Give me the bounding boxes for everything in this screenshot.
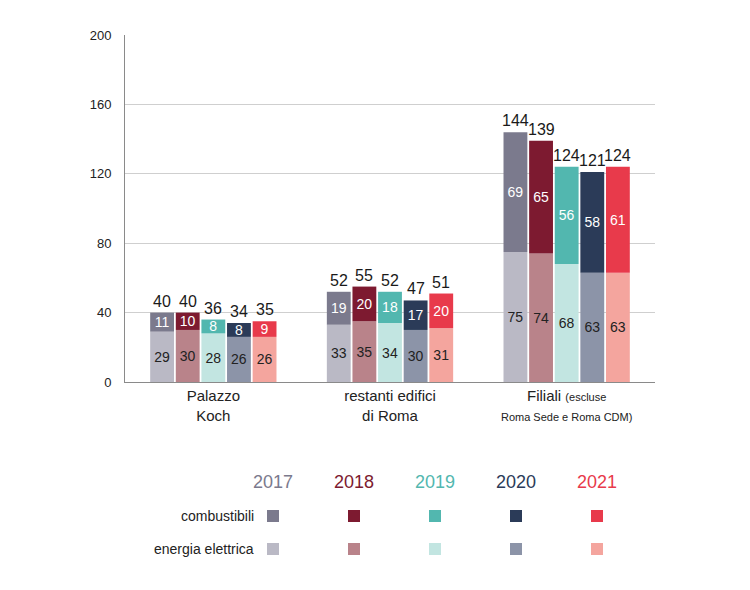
svg-text:47: 47 bbox=[407, 280, 425, 297]
svg-text:restanti edificidi Roma: restanti edificidi Roma bbox=[344, 387, 436, 424]
svg-text:2020: 2020 bbox=[496, 472, 536, 492]
svg-text:30: 30 bbox=[408, 348, 424, 364]
svg-text:11: 11 bbox=[155, 314, 170, 330]
svg-text:33: 33 bbox=[331, 345, 347, 361]
svg-text:29: 29 bbox=[154, 349, 170, 365]
svg-text:30: 30 bbox=[180, 348, 196, 364]
svg-text:28: 28 bbox=[205, 350, 221, 366]
svg-text:26: 26 bbox=[231, 351, 247, 367]
svg-text:35: 35 bbox=[256, 301, 274, 318]
svg-text:40: 40 bbox=[97, 305, 111, 320]
svg-text:200: 200 bbox=[90, 28, 112, 43]
svg-text:160: 160 bbox=[90, 97, 112, 112]
svg-text:63: 63 bbox=[584, 319, 600, 335]
svg-text:52: 52 bbox=[330, 272, 348, 289]
svg-text:65: 65 bbox=[533, 189, 549, 205]
svg-text:69: 69 bbox=[508, 184, 524, 200]
svg-text:63: 63 bbox=[610, 319, 626, 335]
svg-text:68: 68 bbox=[559, 315, 575, 331]
svg-text:56: 56 bbox=[559, 207, 575, 223]
svg-text:energia elettrica: energia elettrica bbox=[154, 541, 254, 557]
svg-text:18: 18 bbox=[382, 299, 398, 315]
svg-text:144: 144 bbox=[502, 112, 529, 129]
svg-text:34: 34 bbox=[382, 345, 398, 361]
svg-text:19: 19 bbox=[331, 300, 347, 316]
svg-text:75: 75 bbox=[508, 309, 524, 325]
svg-text:40: 40 bbox=[179, 293, 197, 310]
svg-text:52: 52 bbox=[381, 272, 399, 289]
svg-text:35: 35 bbox=[356, 344, 372, 360]
svg-text:121: 121 bbox=[579, 152, 606, 169]
svg-text:17: 17 bbox=[408, 307, 424, 323]
svg-text:2018: 2018 bbox=[334, 472, 374, 492]
svg-text:combustibili: combustibili bbox=[181, 508, 254, 524]
svg-text:Filiali (escluseRoma Sede e Ro: Filiali (escluseRoma Sede e Roma CDM) bbox=[501, 387, 632, 423]
svg-text:2021: 2021 bbox=[577, 472, 617, 492]
svg-text:40: 40 bbox=[153, 293, 171, 310]
svg-text:80: 80 bbox=[97, 236, 111, 251]
svg-text:74: 74 bbox=[533, 310, 549, 326]
svg-text:8: 8 bbox=[235, 322, 243, 338]
svg-text:51: 51 bbox=[432, 274, 450, 291]
svg-text:0: 0 bbox=[104, 375, 111, 390]
svg-text:2017: 2017 bbox=[253, 472, 293, 492]
svg-text:9: 9 bbox=[261, 321, 269, 337]
svg-text:PalazzoKoch: PalazzoKoch bbox=[187, 387, 240, 424]
svg-text:124: 124 bbox=[604, 147, 631, 164]
svg-text:55: 55 bbox=[355, 267, 373, 284]
svg-text:20: 20 bbox=[356, 296, 372, 312]
svg-text:120: 120 bbox=[90, 166, 112, 181]
svg-text:8: 8 bbox=[209, 318, 217, 334]
svg-text:26: 26 bbox=[257, 351, 273, 367]
svg-text:139: 139 bbox=[528, 121, 555, 138]
svg-text:36: 36 bbox=[204, 300, 222, 317]
svg-text:58: 58 bbox=[584, 214, 600, 230]
svg-text:34: 34 bbox=[230, 303, 248, 320]
svg-text:31: 31 bbox=[433, 347, 449, 363]
svg-text:20: 20 bbox=[433, 303, 449, 319]
svg-text:124: 124 bbox=[553, 147, 580, 164]
svg-text:2019: 2019 bbox=[415, 472, 455, 492]
svg-text:10: 10 bbox=[180, 313, 196, 329]
svg-text:61: 61 bbox=[610, 212, 626, 228]
